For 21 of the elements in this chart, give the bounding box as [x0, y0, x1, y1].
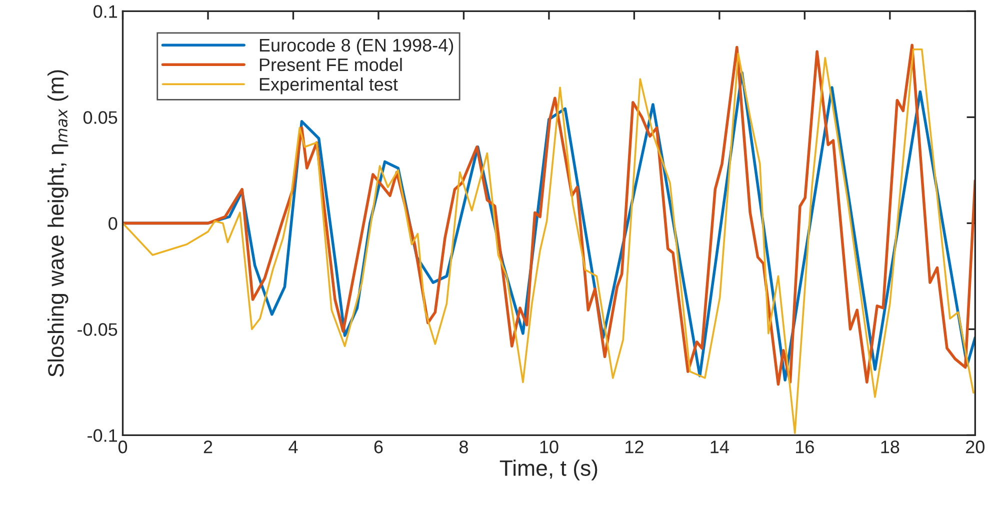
x-tick-label: 10: [540, 440, 558, 454]
y-axis-title: Sloshing wave height, η$_{max}$ (m): [48, 70, 68, 377]
y-tick-label: 0.05: [83, 111, 118, 124]
y-tick-label: -0.05: [78, 323, 118, 336]
x-tick-label: 18: [881, 440, 900, 454]
x-tick-label: 6: [374, 440, 383, 454]
x-tick-label: 8: [459, 440, 468, 454]
x-tick-label: 2: [204, 440, 212, 454]
y-tick-label: 0: [108, 217, 118, 230]
legend-label: Experimental test: [260, 77, 398, 94]
x-tick-label: 16: [796, 440, 814, 454]
legend-label: Present FE model: [260, 58, 402, 72]
legend-label: Eurocode 8 (EN 1998-4): [260, 38, 454, 56]
x-tick-label: 20: [966, 440, 984, 454]
x-tick-label: 4: [288, 440, 298, 454]
y-tick-label: 0.1: [94, 5, 118, 18]
x-tick-label: 0: [118, 440, 128, 454]
x-tick-label: 12: [626, 440, 644, 454]
x-tick-label: 14: [710, 440, 729, 454]
y-tick-label: -0.1: [88, 429, 118, 442]
x-axis-title: Time, t (s): [500, 460, 598, 480]
